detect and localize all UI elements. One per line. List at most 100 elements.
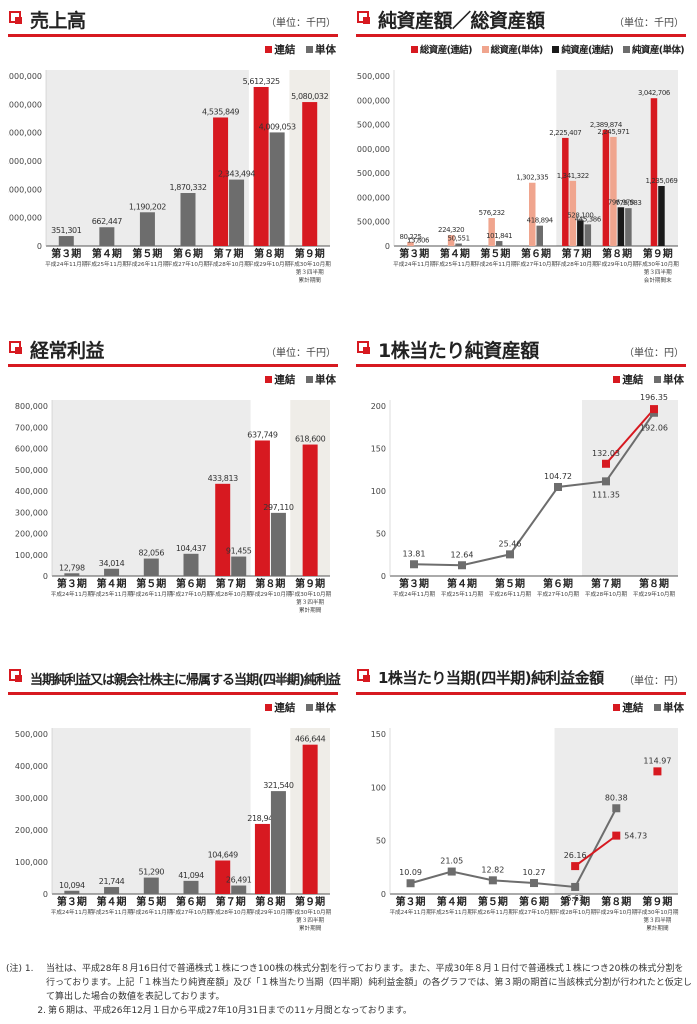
footnote-text: 第６期は、平成26年12月１日から平成27年10月31日までの11ヶ月間となって… [48, 1006, 412, 1016]
bar [215, 860, 231, 894]
bar [270, 512, 286, 576]
x-tick-sublabel: 第３四半期 [296, 916, 324, 924]
data-label: 637,749 [247, 430, 278, 439]
panel-header: 当期純利益又は親会社株主に帰属する当期(四半期)純利益 （単位：千円） [8, 660, 341, 695]
x-tick-sublabel: 平成25年11月期 [441, 590, 484, 598]
bar [253, 86, 269, 246]
net-income-chart: 0 100,000 200,000 300,000 400,000 500,000 第３期平… [15, 728, 332, 932]
y-tick-label: 400,000 [15, 487, 48, 496]
bar [143, 558, 159, 576]
y-tick-label: 300,000 [15, 794, 48, 803]
x-tick-label: 第５期 [480, 247, 510, 260]
data-label: 321,540 [263, 781, 294, 790]
x-tick-label: 第９期 [643, 247, 673, 260]
data-label: 779,583 [615, 199, 641, 207]
x-tick-label: 第６期 [176, 577, 206, 590]
chart-title: 純資産額／総資産額 [378, 10, 545, 32]
data-label: 418,894 [527, 217, 554, 225]
x-tick-sublabel: 平成27年10月期 [170, 590, 213, 598]
x-tick-sublabel: 第３四半期 [296, 268, 324, 276]
legend-swatch-icon [306, 46, 313, 53]
x-tick-sublabel: 平成30年10月期 [289, 590, 332, 598]
footnote-item: 2. 第６期は、平成26年12月１日から平成27年10月31日までの11ヶ月間と… [6, 1004, 692, 1018]
x-tick-sublabel: 第３四半期 [643, 916, 671, 924]
data-label: 351,301 [51, 226, 82, 235]
bar [569, 180, 577, 246]
y-tick-label: 3,000,000 [356, 96, 390, 105]
y-tick-label: 0 [43, 890, 48, 899]
y-tick-label: 100,000 [15, 551, 48, 560]
x-tick-label: 第７期 [591, 577, 621, 590]
x-tick-sublabel: 平成26年11月期 [489, 590, 532, 598]
panel-net-assets: 純資産額／総資産額 （単位：千円） 総資産(連結) 総資産(単体) 純資産(連結… [356, 2, 686, 320]
bar [625, 208, 632, 246]
data-label: 13.81 [403, 549, 426, 558]
x-tick-label: 第３期 [57, 895, 87, 908]
data-label: 12.64 [451, 550, 474, 559]
eps-chart: 0 50 100 150 第３期平成24年11月期第４期平成25年11月期第５期平成26… [371, 728, 679, 932]
x-tick-sublabel: 平成28年10月期 [555, 260, 598, 268]
legend-item-total-single: 総資産(単体) [481, 42, 543, 56]
chart-title: 売上高 [30, 10, 86, 32]
point-marker [458, 561, 466, 570]
x-tick-sublabel: 平成27年10月期 [513, 908, 556, 916]
unit-label: （単位：千円） [266, 676, 336, 687]
y-tick-label: 5,000,000 [8, 100, 42, 109]
data-label: 10.09 [399, 868, 422, 877]
footnote-number: 2. [37, 1006, 46, 1016]
bar [602, 129, 610, 246]
panel-header: 売上高 （単位：千円） [8, 2, 338, 37]
data-label: 80.38 [605, 793, 628, 802]
panel-sales: 売上高 （単位：千円） 連結 単体 0 1,000,000 2,000,000 3,0… [8, 2, 338, 320]
bar [99, 227, 115, 246]
data-label: 26,491 [226, 876, 252, 885]
chart-legend: 連結 単体 [258, 700, 336, 715]
data-label: 2,245,971 [597, 128, 629, 136]
data-label: 114.97 [643, 756, 671, 765]
data-label: 466,644 [295, 735, 326, 744]
point-marker [506, 550, 514, 559]
chart-title: 1株当たり当期(四半期)純利益金額 [378, 669, 604, 687]
x-tick-label: 第７期 [560, 895, 590, 908]
bar [254, 823, 270, 894]
x-tick-label: 第９期 [295, 247, 325, 260]
unit-label: （単位：千円） [266, 348, 336, 359]
bar [302, 744, 318, 894]
legend-swatch-icon [552, 46, 560, 53]
x-tick-sublabel: 平成26年11月期 [474, 260, 517, 268]
point-marker [410, 560, 418, 569]
x-tick-label: 第３期 [51, 247, 81, 260]
x-tick-label: 第６期 [521, 247, 551, 260]
square-bullet-icon [9, 341, 22, 354]
data-label: 2,343,494 [218, 170, 255, 179]
x-tick-sublabel: 平成28年10月期 [554, 908, 597, 916]
data-label: 111.35 [592, 490, 620, 499]
x-tick-label: 第５期 [478, 895, 508, 908]
data-label: 4,535,849 [202, 107, 239, 116]
y-tick-label: 0 [37, 242, 42, 251]
y-tick-label: 3,500,000 [356, 72, 390, 81]
x-tick-sublabel: 平成30年10月期 [637, 260, 680, 268]
data-label: 4,009,053 [259, 122, 296, 131]
legend-swatch-icon [623, 46, 631, 53]
data-label: 25.46 [499, 539, 522, 548]
point-marker [554, 482, 562, 491]
data-label: 528,100 [567, 211, 593, 219]
x-tick-label: 第４期 [437, 895, 467, 908]
x-tick-sublabel: 平成29年10月期 [249, 908, 292, 916]
legend-item-single: 単体 [306, 372, 336, 387]
point-marker [602, 477, 610, 486]
panel-ordinary-income: 経常利益 （単位：千円） 連結 単体 0 100,000 200,000 300,00… [8, 332, 338, 650]
data-label: 82,056 [138, 549, 164, 558]
x-tick-sublabel: 平成29年10月期 [596, 260, 639, 268]
bar [58, 236, 74, 246]
bar [139, 212, 155, 246]
data-label: 1,341,322 [557, 172, 589, 180]
data-label: 26.16 [564, 851, 587, 860]
x-tick-label: 第５期 [136, 577, 166, 590]
chart-legend: 連結 単体 [606, 700, 684, 715]
data-label: 297,110 [263, 503, 294, 512]
y-tick-label: 400,000 [15, 762, 48, 771]
footnote-item: (注) 1. 当社は、平成28年８月16日付で普通株式１株につき100株の株式分… [6, 962, 692, 1004]
x-tick-sublabel: 平成26年11月期 [130, 590, 173, 598]
